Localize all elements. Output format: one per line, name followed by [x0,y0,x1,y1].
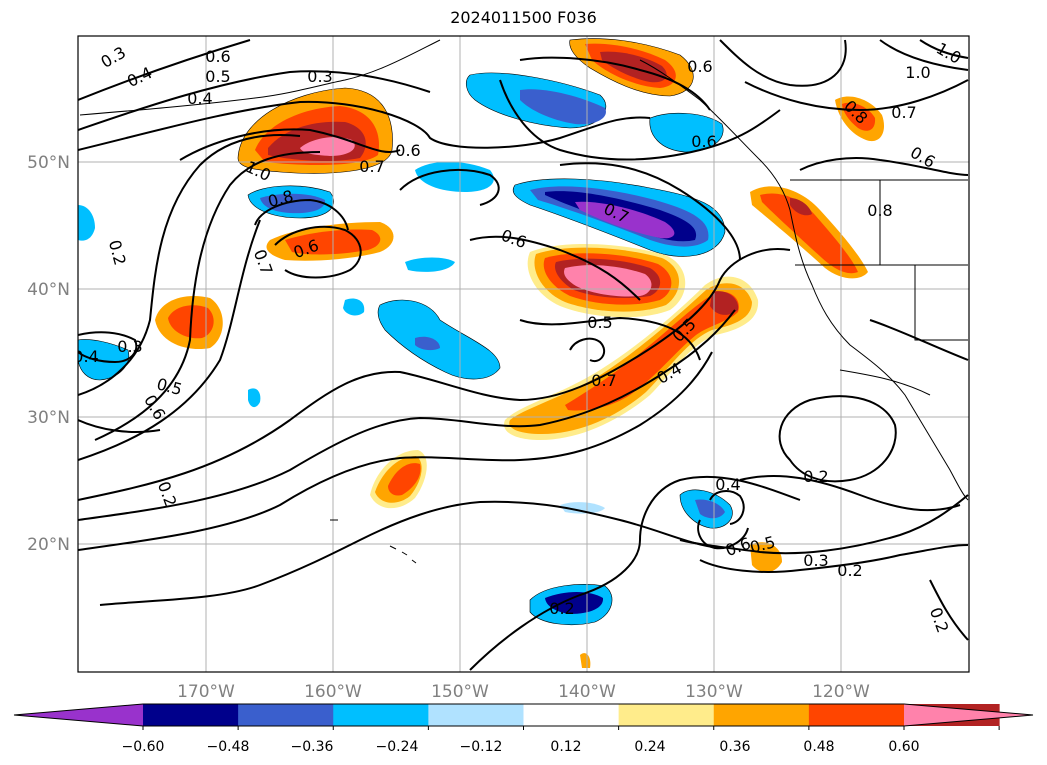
colorbar-segment [618,704,715,726]
colorbar-segment [428,704,524,726]
map-plot-area: 0.3 0.6 0.4 0.5 0.3 0.4 0.6 0.7 1.0 0.8 … [73,36,969,672]
lon-label: 140°W [558,682,616,702]
lat-label: 20°N [27,535,70,555]
contour-label: 0.3 [117,337,142,356]
lon-label: 170°W [177,682,235,702]
colorbar-segment [808,704,905,726]
contour-label: 0.6 [687,57,712,76]
lat-label: 50°N [27,153,70,173]
map-border [77,35,970,673]
lat-label: 40°N [27,280,70,300]
map-title: 2024011500 F036 [450,8,597,27]
contour-label: 0.4 [187,89,212,108]
map-frame-bg [78,36,969,672]
contour-label: 1.0 [905,63,930,82]
latitude-labels: 50°N 40°N 30°N 20°N [27,153,70,555]
colorbar-tick-label: −0.36 [291,739,334,755]
colorbar-tick-label: 0.60 [888,739,919,755]
contour-label: 0.4 [715,475,740,494]
contour-lines [78,39,969,671]
contour-label: 0.8 [867,201,892,220]
contour-label: 0.5 [587,313,612,332]
longitude-labels: 170°W 160°W 150°W 140°W 130°W 120°W [177,682,870,702]
colorbar-tick-label: −0.12 [460,739,503,755]
contour-label: 0.3 [803,551,828,570]
contour-label: 0.7 [591,371,616,390]
contour-label: 0.3 [307,67,332,86]
colorbar-segment [523,704,620,726]
contour-label: 0.5 [205,67,230,86]
colorbar-segment [238,704,334,726]
lon-label: 120°W [812,682,870,702]
contour-label: 0.7 [891,103,916,122]
contour-label: 0.2 [837,561,862,580]
colorbar-tick-label: 0.48 [803,739,834,755]
colorbar-tick-label: −0.60 [122,739,165,755]
colorbar-tick-label: 0.24 [634,739,665,755]
contour-label: 0.6 [691,132,716,151]
lon-label: 130°W [685,682,743,702]
colorbar-segment [333,704,429,726]
anomaly-shading [78,38,885,668]
colorbar-extend-max [904,704,1033,726]
colorbar-tick-label: 0.36 [719,739,750,755]
lat-label: 30°N [27,408,70,428]
contour-label: 0.4 [73,347,98,366]
contour-label: 0.2 [803,467,828,486]
colorbar-extend-min [14,704,143,726]
contour-label: 0.6 [395,141,420,160]
colorbar-tick-label: 0.12 [550,739,581,755]
colorbar-segment [713,704,810,726]
coastlines [79,39,969,564]
contour-label: 0.6 [205,47,230,66]
colorbar-tick-label: −0.48 [207,739,250,755]
colorbar-tick-labels: −0.60 −0.48 −0.36 −0.24 −0.12 0.12 0.24 … [122,739,920,755]
colorbar [13,703,1034,730]
lon-label: 150°W [431,682,489,702]
contour-label: 0.7 [359,157,384,176]
colorbar-segment [143,704,239,726]
colorbar-tick-label: −0.24 [376,739,419,755]
contour-label: 0.2 [549,599,574,618]
lon-label: 160°W [304,682,362,702]
